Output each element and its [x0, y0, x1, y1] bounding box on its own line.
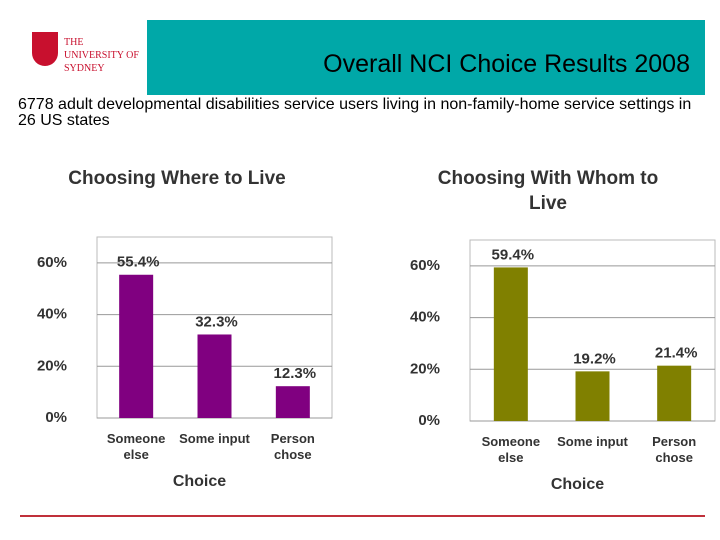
chart-title: Choosing Where to Live — [68, 168, 286, 189]
bar — [493, 267, 528, 421]
value-label: 59.4% — [492, 246, 535, 263]
y-tick-label: 40% — [37, 306, 67, 323]
y-tick-label: 20% — [37, 357, 67, 374]
logo-text: THE UNIVERSITY OF SYDNEY — [64, 37, 139, 74]
subtitle: 6778 adult developmental disabilities se… — [18, 96, 692, 129]
value-label: 12.3% — [274, 365, 317, 382]
x-tick-label: Some input — [179, 431, 250, 446]
y-tick-label: 20% — [410, 360, 440, 377]
x-tick-label: Some input — [557, 434, 628, 449]
bar — [197, 334, 232, 418]
value-label: 32.3% — [195, 313, 238, 330]
chart-title: Choosing With Whom to Live — [437, 168, 659, 214]
x-axis-label: Choice — [550, 476, 605, 493]
bar — [575, 371, 610, 421]
value-label: 19.2% — [573, 350, 616, 367]
bar — [119, 274, 154, 418]
header-band — [147, 20, 705, 95]
slide-title: Overall NCI Choice Results 2008 — [323, 50, 690, 78]
x-tick-label: Someone else — [481, 434, 541, 465]
x-tick-label: Someone else — [106, 431, 166, 462]
bar — [657, 365, 692, 421]
y-tick-label: 60% — [37, 254, 67, 271]
x-axis-label: Choice — [172, 473, 227, 490]
value-label: 55.4% — [117, 254, 160, 271]
y-tick-label: 0% — [418, 412, 440, 429]
x-tick-label: Person chose — [652, 434, 697, 465]
y-tick-label: 60% — [410, 257, 440, 274]
bar — [275, 386, 310, 418]
footer-rule — [20, 515, 705, 517]
logo: THE UNIVERSITY OF SYDNEY — [20, 20, 147, 83]
y-tick-label: 0% — [45, 409, 67, 426]
y-tick-label: 40% — [410, 309, 440, 326]
x-tick-label: Person chose — [270, 431, 315, 462]
value-label: 21.4% — [655, 345, 698, 362]
crest — [32, 32, 58, 66]
